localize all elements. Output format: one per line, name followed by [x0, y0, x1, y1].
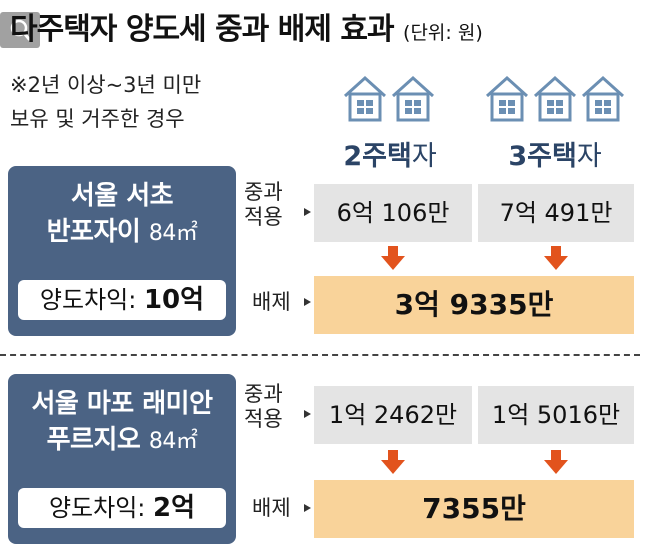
exclusion-result-bar: 3억 9335만	[314, 276, 634, 334]
column-header-two-homes: 2주택자	[330, 134, 450, 173]
section-divider	[0, 354, 640, 356]
row-label-line-1: 중과	[244, 382, 283, 406]
row-label-line-1: 중과	[244, 180, 283, 204]
search-icon	[10, 19, 31, 41]
column-suffix: 자	[576, 141, 602, 172]
gain-value: 10억	[143, 285, 205, 315]
capital-gain-box: 양도차익: 10억	[18, 280, 226, 320]
two-house-icons	[342, 74, 436, 122]
three-house-icons	[484, 74, 626, 122]
row-label-line-2: 적용	[244, 205, 283, 229]
exclusion-result-bar: 7355만	[314, 480, 634, 538]
gain-label: 양도차익:	[39, 286, 137, 314]
gain-label: 양도차익:	[48, 494, 146, 522]
row-pointer-icon	[304, 504, 311, 512]
house-icon	[342, 74, 388, 122]
capital-gain-box: 양도차익: 2억	[18, 488, 226, 528]
case-name-text: 반포자이	[46, 217, 141, 247]
surcharge-row-label: 중과 적용	[244, 382, 283, 432]
down-arrow-icon	[381, 450, 405, 478]
column-header-three-homes: 3주택자	[490, 134, 620, 173]
surcharge-cell-two-homes: 6억 106만	[314, 184, 472, 242]
surcharge-cell-three-homes: 1억 5016만	[478, 386, 634, 444]
house-icon	[532, 74, 578, 122]
exclusion-row-label: 배제	[252, 496, 291, 520]
unit-label: (단위: 원)	[403, 22, 483, 44]
row-pointer-icon	[304, 410, 311, 418]
case-name-line-2: 반포자이 84㎡	[8, 214, 236, 252]
page-title: 다주택자 양도세 중과 배제 효과 (단위: 원)	[10, 4, 483, 48]
case-panel-mapo: 서울 마포 래미안 푸르지오 84㎡ 양도차익: 2억	[8, 374, 236, 544]
house-icon	[580, 74, 626, 122]
row-pointer-icon	[304, 298, 311, 306]
house-icon	[484, 74, 530, 122]
case-name-line-1: 서울 서초	[70, 181, 174, 211]
down-arrow-icon	[381, 246, 405, 274]
search-button[interactable]	[0, 12, 40, 48]
surcharge-cell-two-homes: 1억 2462만	[314, 386, 472, 444]
down-arrow-icon	[544, 246, 568, 274]
house-icon	[390, 74, 436, 122]
case-name-line-1: 서울 마포 래미안	[31, 389, 213, 419]
note-line-2: 보유 및 거주한 경우	[10, 107, 185, 131]
row-label-line-2: 적용	[244, 407, 283, 431]
title-text: 다주택자 양도세 중과 배제 효과	[10, 12, 395, 47]
column-label: 3주택	[508, 141, 577, 172]
case-name-line-2: 푸르지오 84㎡	[8, 422, 236, 460]
case-name-text: 푸르지오	[46, 425, 141, 455]
surcharge-cell-three-homes: 7억 491만	[478, 184, 634, 242]
exclusion-row-label: 배제	[252, 290, 291, 314]
area-label: 84㎡	[148, 429, 198, 454]
condition-note: ※2년 이상~3년 미만 보유 및 거주한 경우	[10, 68, 201, 136]
column-label: 2주택	[343, 141, 412, 172]
down-arrow-icon	[544, 450, 568, 478]
column-suffix: 자	[411, 141, 437, 172]
row-pointer-icon	[304, 208, 311, 216]
area-label: 84㎡	[148, 221, 198, 246]
note-line-1: ※2년 이상~3년 미만	[10, 73, 202, 97]
surcharge-row-label: 중과 적용	[244, 180, 283, 230]
case-panel-banpo: 서울 서초 반포자이 84㎡ 양도차익: 10억	[8, 166, 236, 336]
gain-value: 2억	[153, 493, 196, 523]
